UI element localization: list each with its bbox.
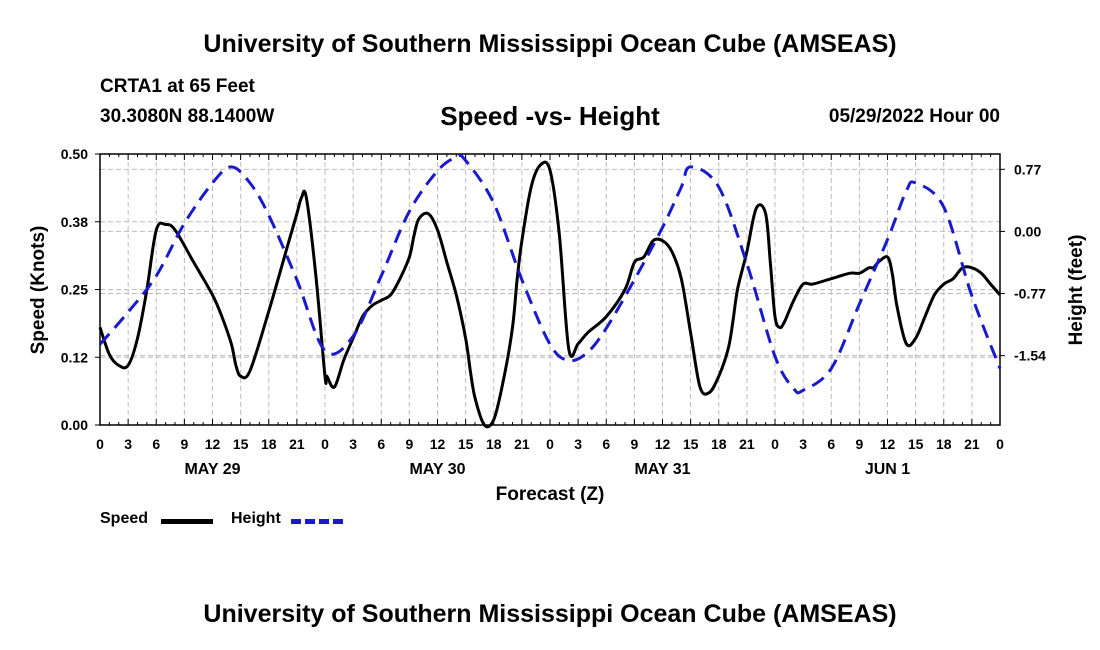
x-tick-label: 12 [430,436,446,452]
x-tick-label: 6 [377,436,385,452]
y-right-tick-label: -1.54 [1014,348,1046,364]
x-tick-label: 18 [261,436,277,452]
x-tick-label: 12 [880,436,896,452]
legend-speed-label: Speed [100,510,149,527]
x-tick-label: 3 [124,436,132,452]
y-axis-label-right: Height (feet) [1066,235,1087,346]
y-right-tick-label: -0.77 [1014,286,1046,302]
x-tick-label: 9 [405,436,413,452]
x-axis-label: Forecast (Z) [496,484,605,505]
station-coordinates: 30.3080N 88.1400W [100,106,275,127]
x-tick-label: 15 [233,436,249,452]
x-day-label: MAY 29 [184,461,240,478]
speed-series-line [98,160,1002,429]
x-tick-label: 9 [855,436,863,452]
chart-subtitle: Speed -vs- Height [440,101,660,131]
x-tick-label: 6 [152,436,160,452]
x-tick-label: 0 [96,436,104,452]
x-tick-label: 15 [683,436,699,452]
x-tick-label: 0 [771,436,779,452]
x-tick-label: 6 [827,436,835,452]
x-tick-label: 12 [655,436,671,452]
station-label: CRTA1 at 65 Feet [100,76,255,97]
x-tick-label: 9 [630,436,638,452]
x-day-label: MAY 31 [634,461,690,478]
x-tick-label: 3 [574,436,582,452]
x-tick-label: 18 [936,436,952,452]
x-tick-label: 21 [739,436,755,452]
y-left-tick-label: 0.50 [61,146,88,162]
x-tick-label: 12 [205,436,221,452]
y-right-tick-label: 0.00 [1014,223,1041,239]
y-left-tick-label: 0.25 [61,282,88,298]
x-tick-label: 0 [321,436,329,452]
x-tick-label: 21 [289,436,305,452]
x-tick-label: 0 [546,436,554,452]
legend-speed-swatch [161,519,213,524]
x-day-label: JUN 1 [865,461,910,478]
chart-title: University of Southern Mississippi Ocean… [203,30,897,58]
x-tick-label: 3 [349,436,357,452]
x-tick-label: 21 [514,436,530,452]
y-left-tick-label: 0.00 [61,417,88,433]
y-left-tick-label: 0.12 [61,349,88,365]
y-axis-label-left: Speed (Knots) [28,226,49,355]
x-tick-label: 9 [180,436,188,452]
y-left-tick-label: 0.38 [61,214,88,230]
x-day-label: MAY 30 [409,461,465,478]
x-tick-label: 3 [799,436,807,452]
x-tick-label: 6 [602,436,610,452]
x-tick-label: 18 [486,436,502,452]
x-tick-label: 21 [964,436,980,452]
x-tick-label: 18 [711,436,727,452]
y-right-tick-label: 0.77 [1014,161,1041,177]
legend-height-label: Height [231,510,281,527]
height-series-line [98,153,1002,395]
x-tick-label: 15 [458,436,474,452]
x-tick-label: 0 [996,436,1004,452]
x-tick-label: 15 [908,436,924,452]
footer-title: University of Southern Mississippi Ocean… [203,600,897,628]
legend-height-swatch [291,519,343,524]
forecast-datetime: 05/29/2022 Hour 00 [828,106,1000,127]
